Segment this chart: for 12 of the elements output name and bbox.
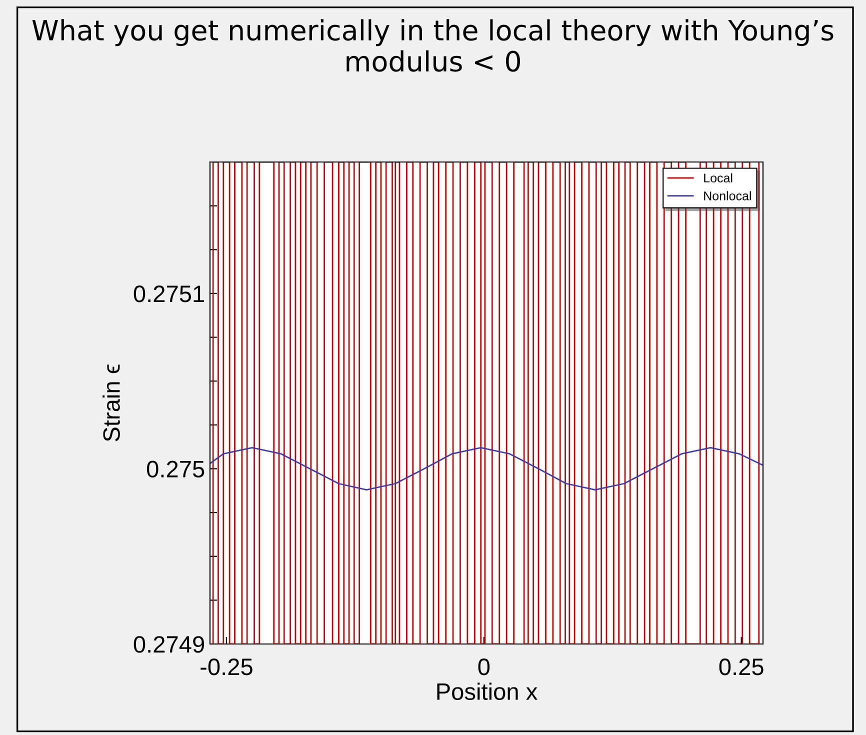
- x-tick-label: -0.25: [200, 658, 252, 676]
- legend-label: Local: [704, 173, 732, 182]
- y-tick-label: 0.2751: [134, 286, 204, 302]
- line-series: [210, 447, 763, 490]
- y-axis-title: Strain ϵ: [102, 364, 120, 442]
- y-tick-label: 0.2749: [134, 636, 204, 653]
- legend-label: Nonlocal: [704, 191, 751, 200]
- x-axis-title: Position x: [437, 682, 538, 700]
- chart-title: What you get numerically in the local theory with Young’s modulus < 0: [32, 19, 834, 72]
- y-tick-label: 0.275: [146, 460, 204, 478]
- x-tick-label: 0.25: [719, 658, 764, 676]
- x-tick-label: 0: [478, 658, 490, 676]
